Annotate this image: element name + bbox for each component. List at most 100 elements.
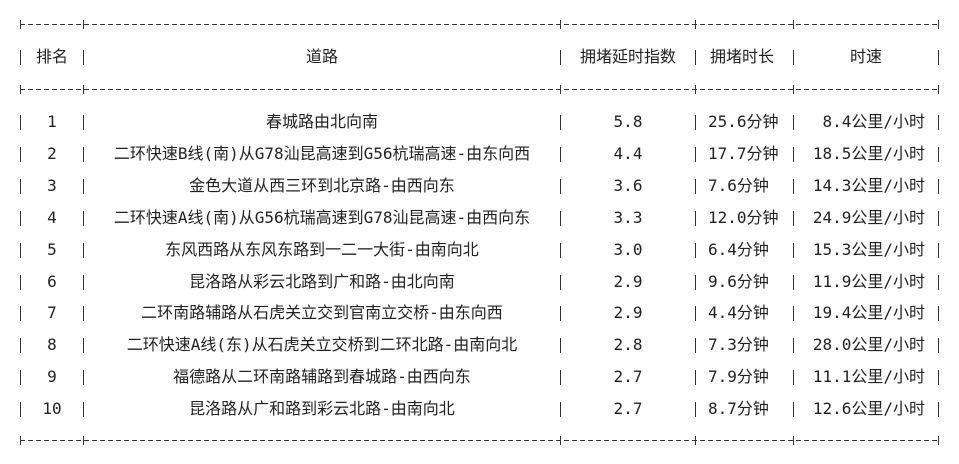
column-separator	[20, 146, 21, 162]
column-separator	[793, 146, 794, 162]
cell-road: 二环南路辅路从石虎关立交到官南立交桥-由东向西	[141, 303, 503, 323]
column-separator	[83, 242, 84, 258]
cell-speed: 8.4公里/小时	[822, 112, 925, 131]
column-separator	[695, 242, 696, 258]
column-separator	[793, 242, 794, 258]
cell-delay-index: 3.6	[613, 175, 643, 195]
cell-road: 金色大道从西三环到北京路-由西向东	[189, 175, 455, 195]
column-separator	[560, 338, 561, 354]
column-separator	[83, 146, 84, 162]
cell-road: 二环快速A线(南)从G56杭瑞高速到G78汕昆高速-由西向东	[113, 207, 531, 227]
column-separator	[20, 242, 21, 258]
header-delay-index: 拥堵延时指数	[579, 47, 676, 66]
cell-delay-index: 3.0	[613, 239, 643, 259]
column-separator	[695, 402, 696, 418]
column-separator	[20, 210, 21, 226]
column-separator	[560, 146, 561, 162]
column-separator	[20, 115, 21, 130]
table-border-line	[20, 89, 939, 90]
column-separator	[83, 274, 84, 290]
border-junction	[695, 436, 696, 445]
cell-duration: 17.7分钟	[708, 143, 779, 163]
column-separator	[695, 306, 696, 322]
cell-delay-index: 2.8	[613, 335, 643, 355]
column-separator	[793, 178, 794, 194]
cell-delay-index: 5.8	[613, 112, 643, 131]
cell-duration: 7.9分钟	[708, 367, 769, 387]
column-separator	[560, 50, 561, 65]
column-separator	[83, 210, 84, 226]
cell-delay-index: 2.7	[613, 399, 643, 419]
column-separator	[20, 370, 21, 386]
column-separator	[793, 210, 794, 226]
column-separator	[560, 402, 561, 418]
border-junction	[20, 20, 21, 29]
cell-duration: 6.4分钟	[708, 239, 769, 259]
border-junction	[560, 20, 561, 29]
border-junction	[938, 20, 939, 29]
column-separator	[695, 370, 696, 386]
column-separator	[938, 338, 939, 354]
cell-speed: 11.9公里/小时	[812, 271, 925, 291]
border-junction	[83, 85, 84, 94]
column-separator	[83, 178, 84, 194]
header-speed: 时速	[849, 47, 882, 66]
cell-rank: 1	[47, 112, 57, 131]
header-rank: 排名	[35, 47, 68, 66]
border-junction	[83, 20, 84, 29]
cell-speed: 15.3公里/小时	[812, 239, 925, 259]
cell-duration: 4.4分钟	[708, 303, 769, 323]
cell-road: 二环快速B线(南)从G78汕昆高速到G56杭瑞高速-由东向西	[113, 143, 531, 163]
column-separator	[560, 242, 561, 258]
cell-delay-index: 2.9	[613, 303, 643, 323]
cell-duration: 7.6分钟	[708, 175, 769, 195]
cell-speed: 24.9公里/小时	[812, 207, 925, 227]
column-separator	[793, 370, 794, 386]
border-junction	[695, 85, 696, 94]
border-junction	[83, 436, 84, 445]
column-separator	[20, 338, 21, 354]
column-separator	[83, 370, 84, 386]
cell-rank: 9	[47, 367, 57, 387]
column-separator	[938, 370, 939, 386]
cell-duration: 25.6分钟	[708, 112, 779, 131]
border-junction	[20, 436, 21, 445]
column-separator	[938, 146, 939, 162]
column-separator	[20, 274, 21, 290]
column-separator	[938, 274, 939, 290]
column-separator	[20, 178, 21, 194]
column-separator	[83, 338, 84, 354]
column-separator	[695, 50, 696, 65]
cell-speed: 14.3公里/小时	[812, 175, 925, 195]
cell-delay-index: 4.4	[613, 143, 643, 163]
cell-speed: 18.5公里/小时	[812, 143, 925, 163]
column-separator	[83, 115, 84, 130]
column-separator	[560, 274, 561, 290]
column-separator	[560, 178, 561, 194]
column-separator	[83, 306, 84, 322]
cell-rank: 2	[47, 143, 57, 163]
column-separator	[938, 306, 939, 322]
border-junction	[938, 436, 939, 445]
column-separator	[793, 338, 794, 354]
cell-rank: 10	[42, 399, 62, 419]
cell-rank: 6	[47, 271, 57, 291]
border-junction	[560, 436, 561, 445]
cell-road: 春城路由北向南	[265, 112, 378, 131]
cell-road: 东风西路从东风东路到一二一大街-由南向北	[165, 239, 479, 259]
border-junction	[938, 85, 939, 94]
column-separator	[20, 306, 21, 322]
header-duration: 拥堵时长	[710, 47, 775, 66]
cell-delay-index: 2.7	[613, 367, 643, 387]
cell-road: 昆洛路从彩云北路到广和路-由北向南	[189, 271, 455, 291]
table-border-line	[20, 440, 939, 441]
cell-speed: 12.6公里/小时	[812, 399, 925, 419]
cell-speed: 28.0公里/小时	[812, 335, 925, 355]
cell-speed: 11.1公里/小时	[812, 367, 925, 387]
column-separator	[695, 115, 696, 130]
column-separator	[83, 402, 84, 418]
column-separator	[793, 402, 794, 418]
column-separator	[695, 178, 696, 194]
column-separator	[20, 402, 21, 418]
border-junction	[695, 20, 696, 29]
